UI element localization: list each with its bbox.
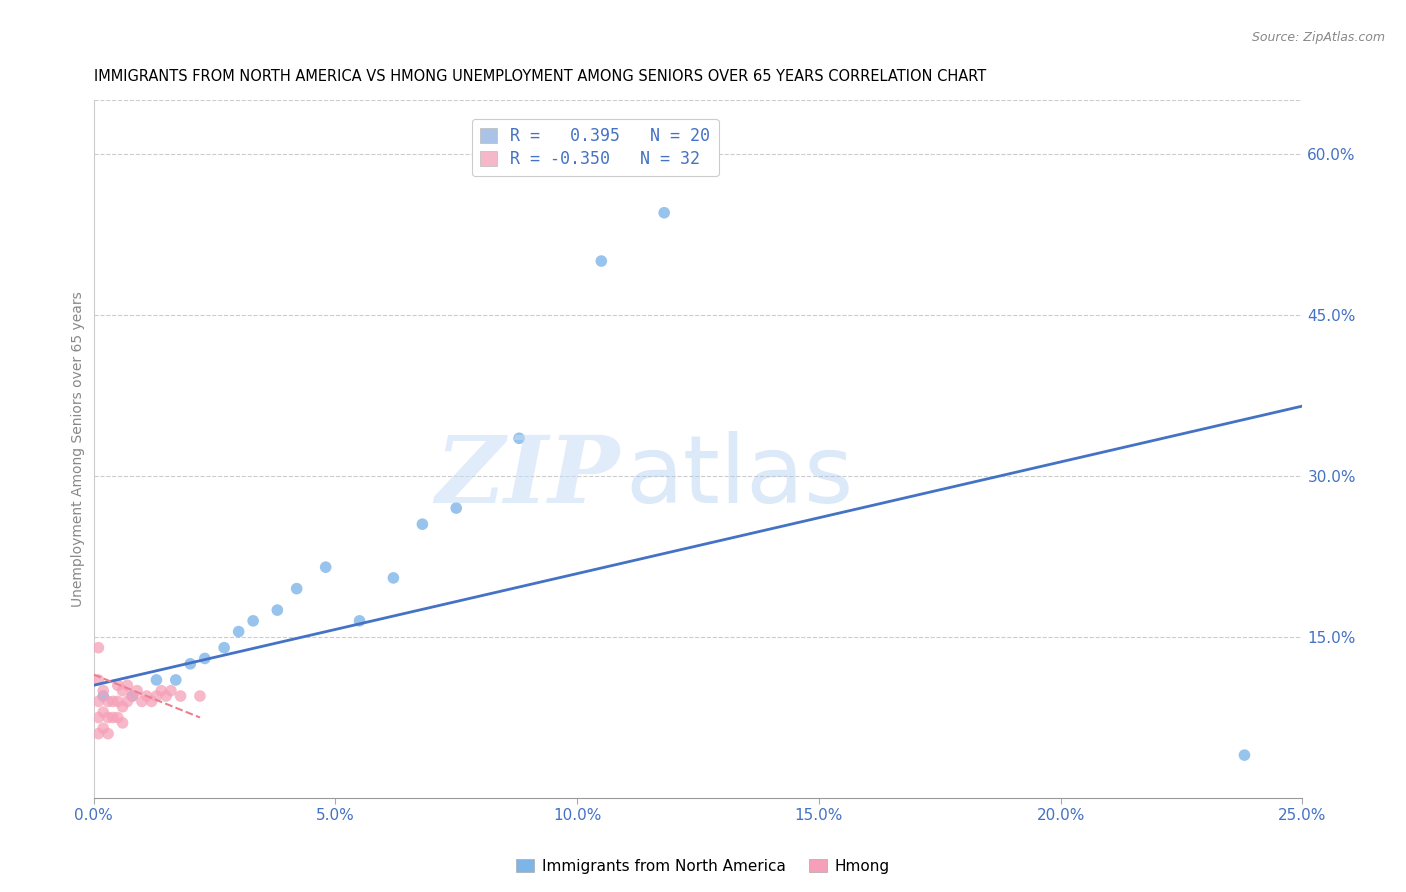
Point — [121, 689, 143, 703]
Text: Source: ZipAtlas.com: Source: ZipAtlas.com — [1251, 31, 1385, 45]
Point — [111, 715, 134, 730]
Point — [165, 673, 187, 687]
Point — [117, 694, 139, 708]
Legend: Immigrants from North America, Hmong: Immigrants from North America, Hmong — [510, 853, 896, 880]
Point — [242, 614, 264, 628]
Point — [131, 694, 153, 708]
Point — [91, 705, 114, 719]
Point — [117, 678, 139, 692]
Point — [121, 689, 143, 703]
Point — [91, 683, 114, 698]
Point — [652, 205, 675, 219]
Point — [315, 560, 337, 574]
Point — [155, 689, 177, 703]
Point — [135, 689, 157, 703]
Point — [87, 710, 110, 724]
Point — [111, 683, 134, 698]
Point — [107, 678, 129, 692]
Point — [107, 710, 129, 724]
Point — [194, 651, 217, 665]
Point — [160, 683, 183, 698]
Point — [169, 689, 191, 703]
Text: ZIP: ZIP — [436, 432, 620, 522]
Text: IMMIGRANTS FROM NORTH AMERICA VS HMONG UNEMPLOYMENT AMONG SENIORS OVER 65 YEARS : IMMIGRANTS FROM NORTH AMERICA VS HMONG U… — [94, 69, 986, 84]
Point — [179, 657, 201, 671]
Point — [91, 689, 114, 703]
Point — [349, 614, 371, 628]
Point — [101, 694, 124, 708]
Point — [266, 603, 288, 617]
Point — [107, 694, 129, 708]
Point — [127, 683, 149, 698]
Legend: R =   0.395   N = 20, R = -0.350   N = 32: R = 0.395 N = 20, R = -0.350 N = 32 — [472, 119, 718, 177]
Point — [591, 254, 613, 268]
Point — [188, 689, 211, 703]
Point — [97, 726, 120, 740]
Point — [97, 694, 120, 708]
Point — [145, 689, 167, 703]
Text: atlas: atlas — [626, 431, 853, 523]
Point — [87, 726, 110, 740]
Point — [285, 582, 308, 596]
Point — [87, 673, 110, 687]
Point — [101, 710, 124, 724]
Point — [228, 624, 250, 639]
Point — [111, 699, 134, 714]
Point — [141, 694, 163, 708]
Point — [446, 501, 468, 516]
Point — [508, 431, 530, 445]
Y-axis label: Unemployment Among Seniors over 65 years: Unemployment Among Seniors over 65 years — [72, 291, 86, 607]
Point — [411, 517, 433, 532]
Point — [87, 694, 110, 708]
Point — [1233, 748, 1256, 763]
Point — [145, 673, 167, 687]
Point — [97, 710, 120, 724]
Point — [150, 683, 173, 698]
Point — [91, 721, 114, 735]
Point — [87, 640, 110, 655]
Point — [212, 640, 235, 655]
Point — [382, 571, 405, 585]
